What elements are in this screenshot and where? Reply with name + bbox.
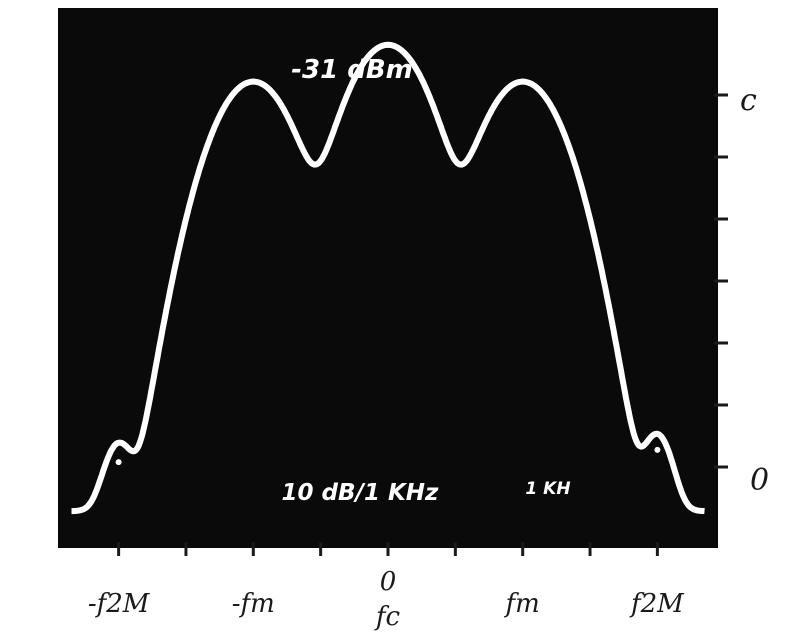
- right-axis-label: c: [740, 83, 757, 118]
- x-tick-label: fc: [374, 602, 401, 632]
- peak-point: [519, 78, 526, 85]
- x-tick-label: f2M: [629, 589, 685, 619]
- peak-point: [385, 41, 391, 48]
- x-tick-label: -fm: [232, 589, 275, 619]
- peak-point: [115, 459, 122, 466]
- peak-point: [654, 446, 661, 453]
- scope-screen: [58, 8, 718, 548]
- scale-label-secondary: 1 KH: [525, 479, 570, 499]
- scale-label: 10 dB/1 KHz: [282, 480, 439, 506]
- peak-point: [250, 78, 257, 85]
- x-tick-label: 0: [380, 567, 397, 597]
- chart-title: -31 dBm: [291, 55, 413, 85]
- x-tick-label: fm: [504, 589, 540, 619]
- x-tick-label: -f2M: [88, 589, 151, 619]
- right-axis-label: 0: [750, 463, 769, 498]
